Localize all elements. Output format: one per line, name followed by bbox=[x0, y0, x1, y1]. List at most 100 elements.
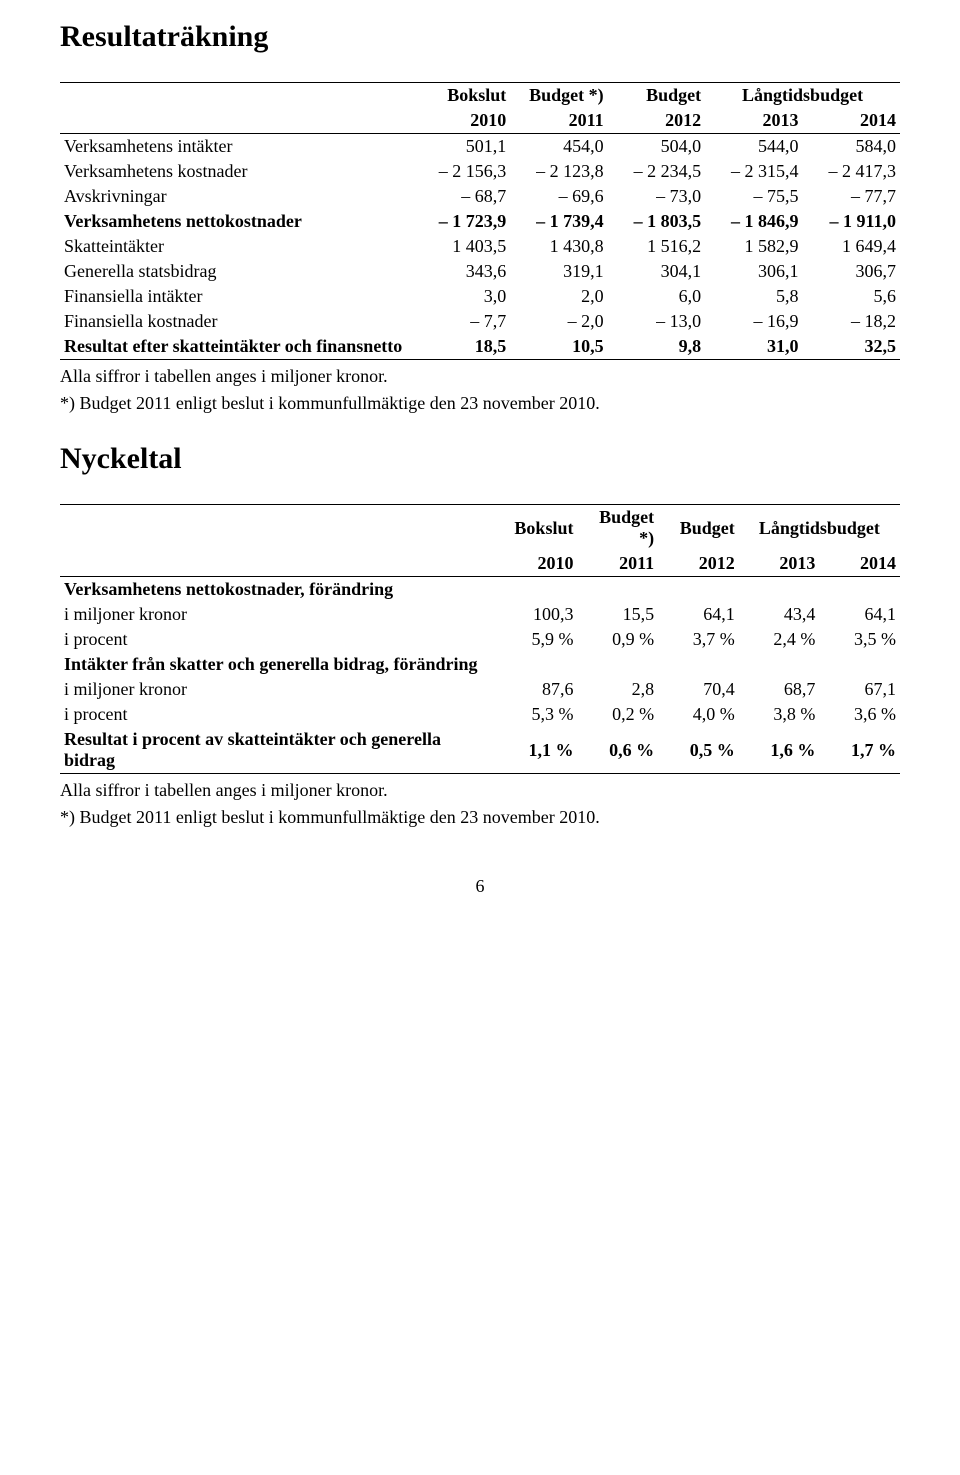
col-year: 2010 bbox=[413, 108, 510, 134]
table-header-top: Bokslut Budget *) Budget Långtidsbudget bbox=[60, 83, 900, 109]
section1-title: Resultaträkning bbox=[60, 20, 900, 54]
cell: 5,8 bbox=[705, 284, 802, 309]
table-row: i miljoner kronor87,62,870,468,767,1 bbox=[60, 677, 900, 702]
cell: 3,8 % bbox=[739, 702, 820, 727]
cell: 4,0 % bbox=[658, 702, 739, 727]
row-label: Verksamhetens intäkter bbox=[60, 134, 413, 160]
col-year: 2012 bbox=[658, 551, 739, 577]
col-head: Bokslut bbox=[413, 83, 510, 109]
col-year: 2010 bbox=[497, 551, 578, 577]
cell: 1 430,8 bbox=[510, 234, 607, 259]
cell: 6,0 bbox=[608, 284, 705, 309]
cell: 5,6 bbox=[803, 284, 900, 309]
cell: 15,5 bbox=[577, 602, 658, 627]
cell: 306,1 bbox=[705, 259, 802, 284]
cell: 0,5 % bbox=[658, 727, 739, 774]
table-header-top: Bokslut Budget *) Budget Långtidsbudget bbox=[60, 505, 900, 552]
cell: 1 403,5 bbox=[413, 234, 510, 259]
table-nyckeltal: Bokslut Budget *) Budget Långtidsbudget … bbox=[60, 504, 900, 774]
col-year: 2012 bbox=[608, 108, 705, 134]
cell: 31,0 bbox=[705, 334, 802, 360]
table-row: Intäkter från skatter och generella bidr… bbox=[60, 652, 900, 677]
cell: 67,1 bbox=[819, 677, 900, 702]
cell: – 16,9 bbox=[705, 309, 802, 334]
col-head: Budget bbox=[608, 83, 705, 109]
cell: 3,5 % bbox=[819, 627, 900, 652]
col-head: Budget *) bbox=[510, 83, 607, 109]
row-label: Generella statsbidrag bbox=[60, 259, 413, 284]
cell: 5,9 % bbox=[497, 627, 578, 652]
cell: – 2 315,4 bbox=[705, 159, 802, 184]
cell: 5,3 % bbox=[497, 702, 578, 727]
table-row: Avskrivningar– 68,7– 69,6– 73,0– 75,5– 7… bbox=[60, 184, 900, 209]
cell: – 2,0 bbox=[510, 309, 607, 334]
cell: 0,2 % bbox=[577, 702, 658, 727]
cell bbox=[819, 652, 900, 677]
table-row: Skatteintäkter1 403,51 430,81 516,21 582… bbox=[60, 234, 900, 259]
cell: 3,6 % bbox=[819, 702, 900, 727]
cell: 1 582,9 bbox=[705, 234, 802, 259]
cell: 68,7 bbox=[739, 677, 820, 702]
cell: 87,6 bbox=[497, 677, 578, 702]
cell bbox=[739, 577, 820, 603]
table-row: i procent5,9 %0,9 %3,7 %2,4 %3,5 % bbox=[60, 627, 900, 652]
cell: – 2 234,5 bbox=[608, 159, 705, 184]
cell: 3,0 bbox=[413, 284, 510, 309]
row-label: Avskrivningar bbox=[60, 184, 413, 209]
table-row: Finansiella kostnader– 7,7– 2,0– 13,0– 1… bbox=[60, 309, 900, 334]
col-year: 2014 bbox=[803, 108, 900, 134]
cell: – 73,0 bbox=[608, 184, 705, 209]
cell: – 1 739,4 bbox=[510, 209, 607, 234]
table-row: Generella statsbidrag343,6319,1304,1306,… bbox=[60, 259, 900, 284]
table-header-years: 2010 2011 2012 2013 2014 bbox=[60, 551, 900, 577]
row-label: i miljoner kronor bbox=[60, 677, 497, 702]
cell bbox=[577, 652, 658, 677]
cell: 306,7 bbox=[803, 259, 900, 284]
table-row: Finansiella intäkter3,02,06,05,85,6 bbox=[60, 284, 900, 309]
table-row: i miljoner kronor100,315,564,143,464,1 bbox=[60, 602, 900, 627]
cell: – 1 803,5 bbox=[608, 209, 705, 234]
cell: 544,0 bbox=[705, 134, 802, 160]
cell: 18,5 bbox=[413, 334, 510, 360]
cell: 584,0 bbox=[803, 134, 900, 160]
table-row: Verksamhetens kostnader– 2 156,3– 2 123,… bbox=[60, 159, 900, 184]
table-resultatrakning: Bokslut Budget *) Budget Långtidsbudget … bbox=[60, 82, 900, 360]
cell: – 7,7 bbox=[413, 309, 510, 334]
cell: 319,1 bbox=[510, 259, 607, 284]
cell: 2,0 bbox=[510, 284, 607, 309]
section2-note2: *) Budget 2011 enligt beslut i kommunful… bbox=[60, 807, 900, 828]
section2-title: Nyckeltal bbox=[60, 442, 900, 476]
cell: 10,5 bbox=[510, 334, 607, 360]
cell: – 2 156,3 bbox=[413, 159, 510, 184]
cell: – 1 846,9 bbox=[705, 209, 802, 234]
cell: – 2 123,8 bbox=[510, 159, 607, 184]
col-year: 2011 bbox=[510, 108, 607, 134]
row-label: Finansiella kostnader bbox=[60, 309, 413, 334]
cell: 64,1 bbox=[819, 602, 900, 627]
cell: 64,1 bbox=[658, 602, 739, 627]
table-row: Verksamhetens nettokostnader, förändring bbox=[60, 577, 900, 603]
cell bbox=[739, 652, 820, 677]
cell: – 1 911,0 bbox=[803, 209, 900, 234]
cell: 0,6 % bbox=[577, 727, 658, 774]
cell bbox=[658, 577, 739, 603]
cell: – 69,6 bbox=[510, 184, 607, 209]
cell: 1,6 % bbox=[739, 727, 820, 774]
cell: 100,3 bbox=[497, 602, 578, 627]
cell: 1 516,2 bbox=[608, 234, 705, 259]
cell: 343,6 bbox=[413, 259, 510, 284]
cell: – 18,2 bbox=[803, 309, 900, 334]
page-number: 6 bbox=[60, 876, 900, 897]
cell: 43,4 bbox=[739, 602, 820, 627]
row-label: Verksamhetens kostnader bbox=[60, 159, 413, 184]
cell bbox=[497, 577, 578, 603]
col-head: Långtidsbudget bbox=[739, 505, 900, 552]
cell: 501,1 bbox=[413, 134, 510, 160]
col-head: Budget *) bbox=[577, 505, 658, 552]
cell: 0,9 % bbox=[577, 627, 658, 652]
cell bbox=[577, 577, 658, 603]
cell: 454,0 bbox=[510, 134, 607, 160]
section1-note2: *) Budget 2011 enligt beslut i kommunful… bbox=[60, 393, 900, 414]
col-head: Budget bbox=[658, 505, 739, 552]
table-row: i procent5,3 %0,2 %4,0 %3,8 %3,6 % bbox=[60, 702, 900, 727]
